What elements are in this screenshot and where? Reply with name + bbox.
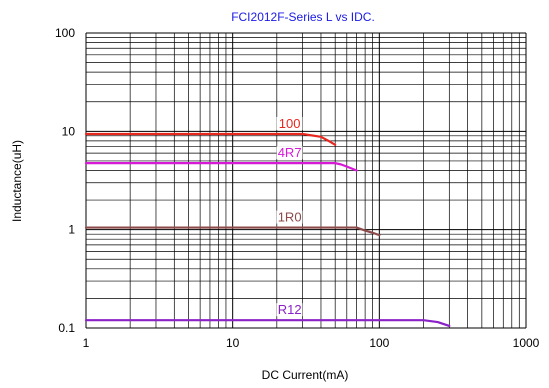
y-tick-label: 10 [62,124,76,138]
x-tick-label: 100 [369,336,389,350]
x-tick-label: 1 [83,336,90,350]
y-axis-label: Inductance(uH) [10,140,24,222]
chart-title: FCI2012F-Series L vs IDC. [231,10,375,24]
grid [85,32,527,329]
series-label-bg [276,210,303,224]
series-label-bg [276,303,303,317]
series-label-bg [276,146,303,160]
series-layer: 100 4R7 1R0 R12 [84,116,451,328]
series-label-bg [276,116,303,130]
series-line-100 [84,132,337,146]
x-axis-label: DC Current(mA) [262,368,349,382]
x-tick-label: 10 [226,336,240,350]
series-label: R12 [278,302,302,317]
y-tick-label: 100 [55,26,75,40]
series-label: 4R7 [278,145,302,160]
series-label: 1R0 [278,210,302,225]
series-line-4r7 [84,162,358,172]
x-tick-label: 1000 [513,336,540,350]
y-tick-label: 0.1 [58,321,75,335]
series-label: 100 [279,116,301,131]
series-line-1r0 [84,226,381,237]
y-tick-label: 1 [68,223,75,237]
series-line-r12 [84,319,451,328]
tick-labels: 1 10 100 1000 0.1 1 10 100 [55,26,540,350]
